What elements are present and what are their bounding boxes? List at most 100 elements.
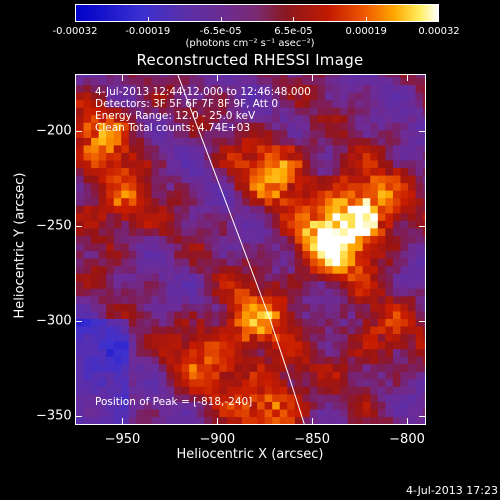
heatmap-cell xyxy=(257,333,266,342)
heatmap-cell xyxy=(377,393,386,402)
heatmap-cell xyxy=(234,280,243,289)
heatmap-cell xyxy=(181,348,190,357)
heatmap-cell xyxy=(91,212,100,221)
heatmap-cell xyxy=(309,107,319,116)
heatmap-cell xyxy=(174,242,183,252)
heatmap-cell xyxy=(332,303,341,312)
heatmap-cell xyxy=(174,333,183,342)
heatmap-cell xyxy=(400,91,409,101)
heatmap-cell xyxy=(204,257,213,267)
heatmap-cell xyxy=(257,340,266,350)
heatmap-cell xyxy=(98,91,107,101)
heatmap-cell xyxy=(347,174,356,184)
heatmap-cell xyxy=(347,356,356,365)
heatmap-cell xyxy=(400,99,409,108)
heatmap-cell xyxy=(362,174,371,184)
heatmap-cell xyxy=(347,114,356,123)
heatmap-cell xyxy=(204,416,213,424)
heatmap-cell xyxy=(181,378,190,387)
heatmap-cell xyxy=(332,265,341,274)
heatmap-cell xyxy=(204,182,213,191)
heatmap-cell xyxy=(302,378,311,387)
heatmap-cell xyxy=(83,273,92,282)
heatmap-cell xyxy=(272,393,281,402)
heatmap-cell xyxy=(166,408,175,418)
heatmap-cell xyxy=(294,416,303,424)
heatmap-cell xyxy=(83,318,92,327)
heatmap-cell xyxy=(287,310,296,319)
heatmap-cell xyxy=(302,318,311,327)
heatmap-cell xyxy=(204,280,213,289)
heatmap-cell xyxy=(325,114,334,123)
heatmap-cell xyxy=(257,182,266,191)
heatmap-cell xyxy=(370,91,379,101)
heatmap-cell xyxy=(121,212,130,221)
heatmap-cell xyxy=(204,333,213,342)
heatmap-cell xyxy=(309,182,319,191)
heatmap-cell xyxy=(249,235,258,244)
heatmap-cell xyxy=(242,393,251,402)
heatmap-cell xyxy=(362,310,371,319)
heatmap-cell xyxy=(294,190,303,199)
heatmap-cell xyxy=(272,190,281,199)
heatmap-cell xyxy=(415,205,424,214)
heatmap-cell xyxy=(340,107,349,116)
heatmap-cell xyxy=(279,408,288,418)
heatmap-cell xyxy=(219,333,228,342)
heatmap-cell xyxy=(98,84,107,93)
heatmap-cell xyxy=(211,129,220,138)
heatmap-cell xyxy=(325,174,334,184)
heatmap-cell xyxy=(128,333,137,342)
heatmap-cell xyxy=(128,265,137,274)
heatmap-cell xyxy=(189,265,198,274)
heatmap-cell xyxy=(113,220,122,229)
heatmap-cell xyxy=(106,303,115,312)
heatmap-cell xyxy=(174,250,183,259)
heatmap-cell xyxy=(76,257,85,267)
heatmap-cell xyxy=(279,144,288,153)
heatmap-cell xyxy=(408,280,417,289)
heatmap-cell xyxy=(166,363,175,372)
heatmap-cell xyxy=(325,310,334,319)
heatmap-cell xyxy=(400,190,409,199)
heatmap-cell xyxy=(279,99,288,108)
heatmap-cell xyxy=(219,386,228,395)
heatmap-cell xyxy=(332,220,341,229)
heatmap-cell xyxy=(370,159,379,169)
heatmap-cell xyxy=(279,363,288,372)
heatmap-cell xyxy=(91,205,100,214)
heatmap-cell xyxy=(355,212,364,221)
heatmap-cell xyxy=(340,235,349,244)
heatmap-cell xyxy=(211,288,220,297)
heatmap-cell xyxy=(294,356,303,365)
heatmap-cell xyxy=(317,371,326,380)
heatmap-cell xyxy=(423,280,425,289)
heatmap-cell xyxy=(226,174,236,184)
heatmap-cell xyxy=(181,325,190,335)
heatmap-cell xyxy=(392,378,402,387)
heatmap-cell xyxy=(121,378,130,387)
heatmap-cell xyxy=(189,75,198,78)
heatmap-cell xyxy=(272,310,281,319)
heatmap-cell xyxy=(166,227,175,236)
heatmap-cell xyxy=(128,114,137,123)
heatmap-cell xyxy=(294,318,303,327)
heatmap-cell xyxy=(325,295,334,304)
heatmap-cell xyxy=(136,250,145,259)
heatmap-cell xyxy=(83,182,92,191)
heatmap-cell xyxy=(279,250,288,259)
heatmap-cell xyxy=(128,257,137,267)
heatmap-cell xyxy=(294,371,303,380)
heatmap-cell xyxy=(264,325,273,335)
heatmap-cell xyxy=(347,273,356,282)
heatmap-cell xyxy=(204,242,213,252)
heatmap-cell xyxy=(211,159,220,169)
heatmap-cell xyxy=(121,152,130,161)
heatmap-cell xyxy=(211,325,220,335)
heatmap-cell xyxy=(385,137,394,146)
heatmap-cell xyxy=(317,378,326,387)
heatmap-cell xyxy=(242,340,251,350)
heatmap-cell xyxy=(392,167,402,176)
heatmap-cell xyxy=(91,159,100,169)
heatmap-cell xyxy=(347,257,356,267)
